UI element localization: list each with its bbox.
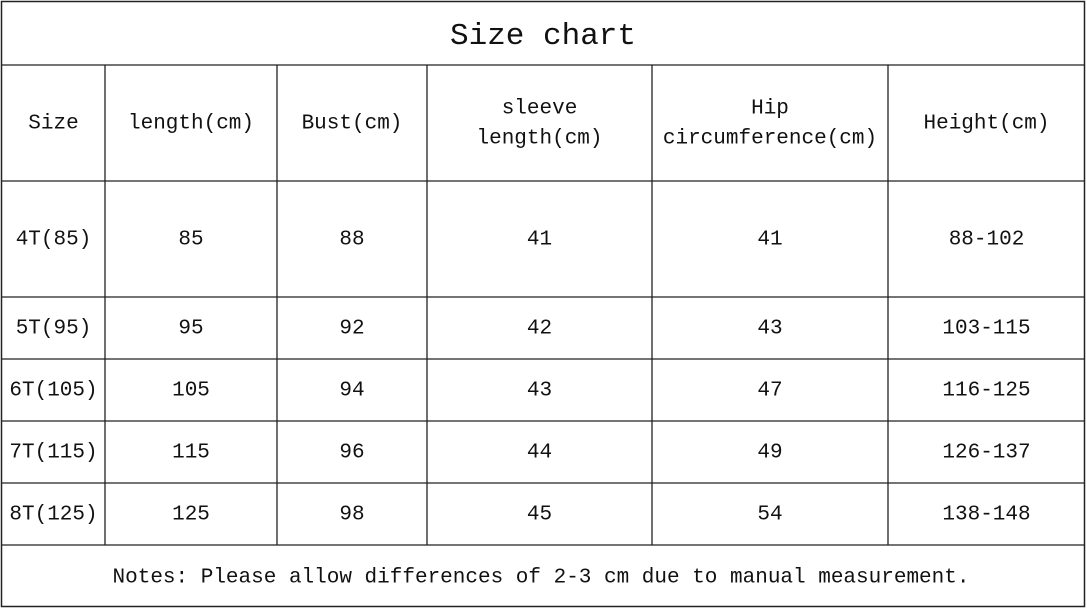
table-cell: 41: [757, 229, 782, 252]
table-cell: 42: [527, 318, 552, 341]
table-cell: 85: [178, 229, 203, 252]
title: Size chart: [450, 19, 636, 54]
table-cell: 49: [757, 442, 782, 465]
header-cell: length(cm): [128, 113, 254, 136]
table-cell: 8T(125): [9, 504, 97, 527]
table-cell: 44: [527, 442, 552, 465]
table-cell: 115: [172, 442, 210, 465]
table-cell: 92: [339, 318, 364, 341]
table-cell: 43: [527, 380, 552, 403]
table-cell: 138-148: [942, 504, 1030, 527]
table-cell: 105: [172, 380, 210, 403]
table-cell: 7T(115): [9, 442, 97, 465]
table-cell: 126-137: [942, 442, 1030, 465]
table-cell: 4T(85): [16, 229, 92, 252]
table-cell: 98: [339, 504, 364, 527]
table-cell: 95: [178, 318, 203, 341]
header-cell: sleeve: [502, 98, 578, 121]
header-cell: circumference(cm): [663, 128, 877, 151]
table-cell: 47: [757, 380, 782, 403]
table-cell: 94: [339, 380, 364, 403]
table-cell: 54: [757, 504, 782, 527]
table-cell: 103-115: [942, 318, 1030, 341]
table-cell: 41: [527, 229, 552, 252]
header-cell: Hip: [751, 98, 789, 121]
header-cell: Height(cm): [923, 113, 1049, 136]
table-cell: 96: [339, 442, 364, 465]
table-cell: 88: [339, 229, 364, 252]
table-cell: 88-102: [949, 229, 1025, 252]
table-cell: 45: [527, 504, 552, 527]
table-cell: 5T(95): [16, 318, 92, 341]
header-cell: Size: [28, 113, 78, 136]
header-cell: length(cm): [476, 128, 602, 151]
table-cell: 125: [172, 504, 210, 527]
table-cell: 6T(105): [9, 380, 97, 403]
table-cell: 43: [757, 318, 782, 341]
table-cell: 116-125: [942, 380, 1030, 403]
notes: Notes: Please allow differences of 2-3 c…: [113, 567, 970, 590]
header-cell: Bust(cm): [302, 113, 403, 136]
